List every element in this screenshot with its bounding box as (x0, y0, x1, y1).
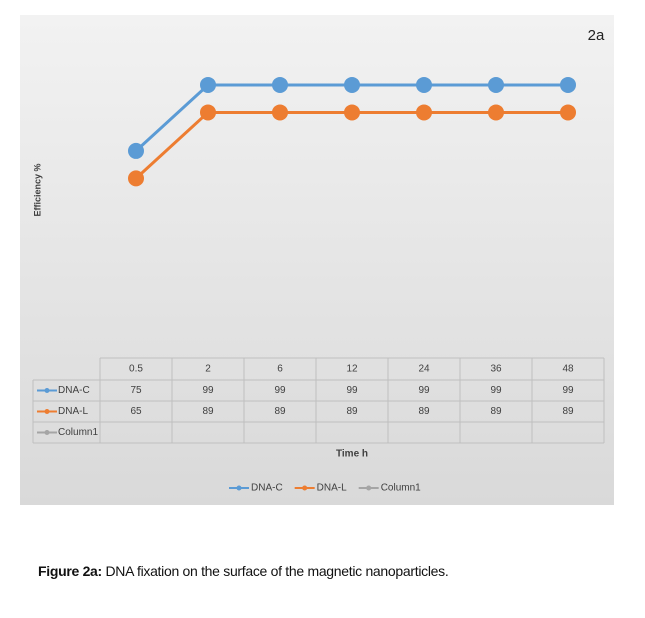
legend-label: Column1 (381, 483, 421, 494)
x-axis-label: Time h (336, 449, 368, 460)
x-tick-label: 0.5 (129, 364, 143, 375)
table-series-name: Column1 (58, 427, 98, 438)
data-point (272, 76, 288, 93)
table-value: 89 (490, 406, 502, 417)
x-tick-label: 12 (346, 364, 358, 375)
table-value: 75 (130, 385, 142, 396)
data-point (200, 104, 216, 121)
table-legend-key (44, 430, 50, 435)
x-tick-label: 48 (562, 364, 574, 375)
table-value: 89 (418, 406, 430, 417)
table-value: 65 (130, 406, 142, 417)
data-point (272, 104, 288, 121)
table-legend-key (44, 388, 50, 393)
data-point (488, 104, 504, 121)
data-point (560, 104, 576, 121)
data-point (200, 76, 216, 93)
y-axis-label: Efficiency % (32, 163, 42, 216)
legend-label: DNA-C (251, 483, 283, 494)
table-value: 89 (202, 406, 214, 417)
data-point (416, 76, 432, 93)
chart-background (20, 15, 614, 505)
legend-key (302, 485, 308, 491)
caption-text: DNA fixation on the surface of the magne… (105, 563, 449, 579)
data-point (488, 76, 504, 93)
table-value: 89 (346, 406, 358, 417)
x-tick-label: 36 (490, 364, 502, 375)
table-legend-key (44, 409, 50, 414)
table-value: 99 (202, 385, 214, 396)
table-value: 89 (274, 406, 286, 417)
table-value: 99 (346, 385, 358, 396)
panel-label: 2a (588, 27, 605, 44)
table-series-name: DNA-L (58, 406, 88, 417)
legend-key (366, 485, 372, 491)
table-value: 99 (418, 385, 430, 396)
chart: 2a Efficiency % Time h 0.5 2 6 12 24 36 48 DNA-… (20, 15, 614, 505)
table-series-name: DNA-C (58, 385, 90, 396)
data-point (344, 76, 360, 93)
data-point (128, 142, 144, 159)
data-point (344, 104, 360, 121)
table-value: 99 (562, 385, 574, 396)
table-value: 89 (562, 406, 574, 417)
table-value: 99 (274, 385, 286, 396)
x-tick-label: 6 (277, 364, 283, 375)
legend-key (236, 485, 242, 491)
x-tick-label: 24 (418, 364, 430, 375)
caption: Figure 2a: DNA fixation on the surface o… (38, 563, 449, 579)
data-point (128, 170, 144, 187)
data-point (560, 76, 576, 93)
legend-label: DNA-L (317, 483, 347, 494)
data-point (416, 104, 432, 121)
table-value: 99 (490, 385, 502, 396)
x-tick-label: 2 (205, 364, 211, 375)
caption-label: Figure 2a: (38, 563, 102, 579)
